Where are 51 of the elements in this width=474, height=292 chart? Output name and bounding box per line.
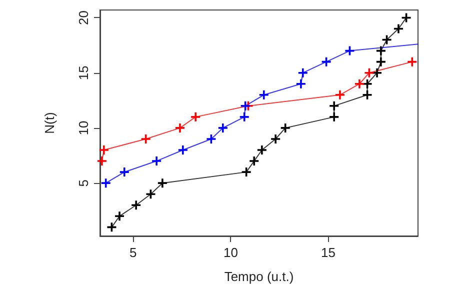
- point: [174, 122, 186, 134]
- point: [240, 100, 251, 112]
- point: [362, 89, 373, 100]
- point: [140, 134, 152, 144]
- point: [280, 122, 291, 134]
- point: [118, 166, 130, 178]
- point: [256, 144, 268, 156]
- point: [218, 122, 228, 134]
- point: [190, 112, 201, 122]
- point: [151, 156, 162, 166]
- point: [178, 144, 188, 156]
- point: [96, 156, 108, 166]
- point: [372, 67, 382, 78]
- point: [328, 112, 340, 122]
- point: [106, 222, 118, 233]
- point: [362, 78, 373, 90]
- point: [157, 178, 168, 188]
- point: [206, 134, 217, 144]
- point: [354, 78, 365, 90]
- point: [393, 23, 404, 34]
- x-tick-label: 10: [223, 245, 238, 260]
- point: [248, 156, 260, 166]
- point: [114, 210, 125, 222]
- point: [258, 89, 270, 100]
- x-tick-label: 5: [130, 245, 137, 260]
- point: [344, 45, 356, 56]
- point: [297, 67, 308, 78]
- point: [400, 12, 412, 24]
- point: [240, 166, 252, 178]
- point: [270, 134, 281, 144]
- y-tick-label: 15: [76, 66, 91, 80]
- x-tick-label: 15: [321, 245, 336, 260]
- y-tick-label: 20: [76, 10, 91, 25]
- point: [98, 144, 110, 156]
- point: [364, 67, 375, 78]
- point: [334, 89, 346, 100]
- y-tick-label: 10: [76, 120, 91, 136]
- y-tick-label: 5: [76, 179, 91, 187]
- point: [376, 56, 386, 68]
- point: [296, 78, 306, 90]
- point: [381, 34, 392, 46]
- point: [406, 56, 418, 68]
- point: [145, 188, 156, 200]
- point: [328, 100, 340, 112]
- point: [100, 178, 112, 188]
- point: [238, 112, 250, 122]
- y-axis-title: N(t): [42, 112, 57, 134]
- point: [320, 56, 332, 68]
- point: [376, 45, 386, 56]
- x-axis-title: Tempo (u.t.): [224, 269, 294, 284]
- point: [130, 200, 142, 211]
